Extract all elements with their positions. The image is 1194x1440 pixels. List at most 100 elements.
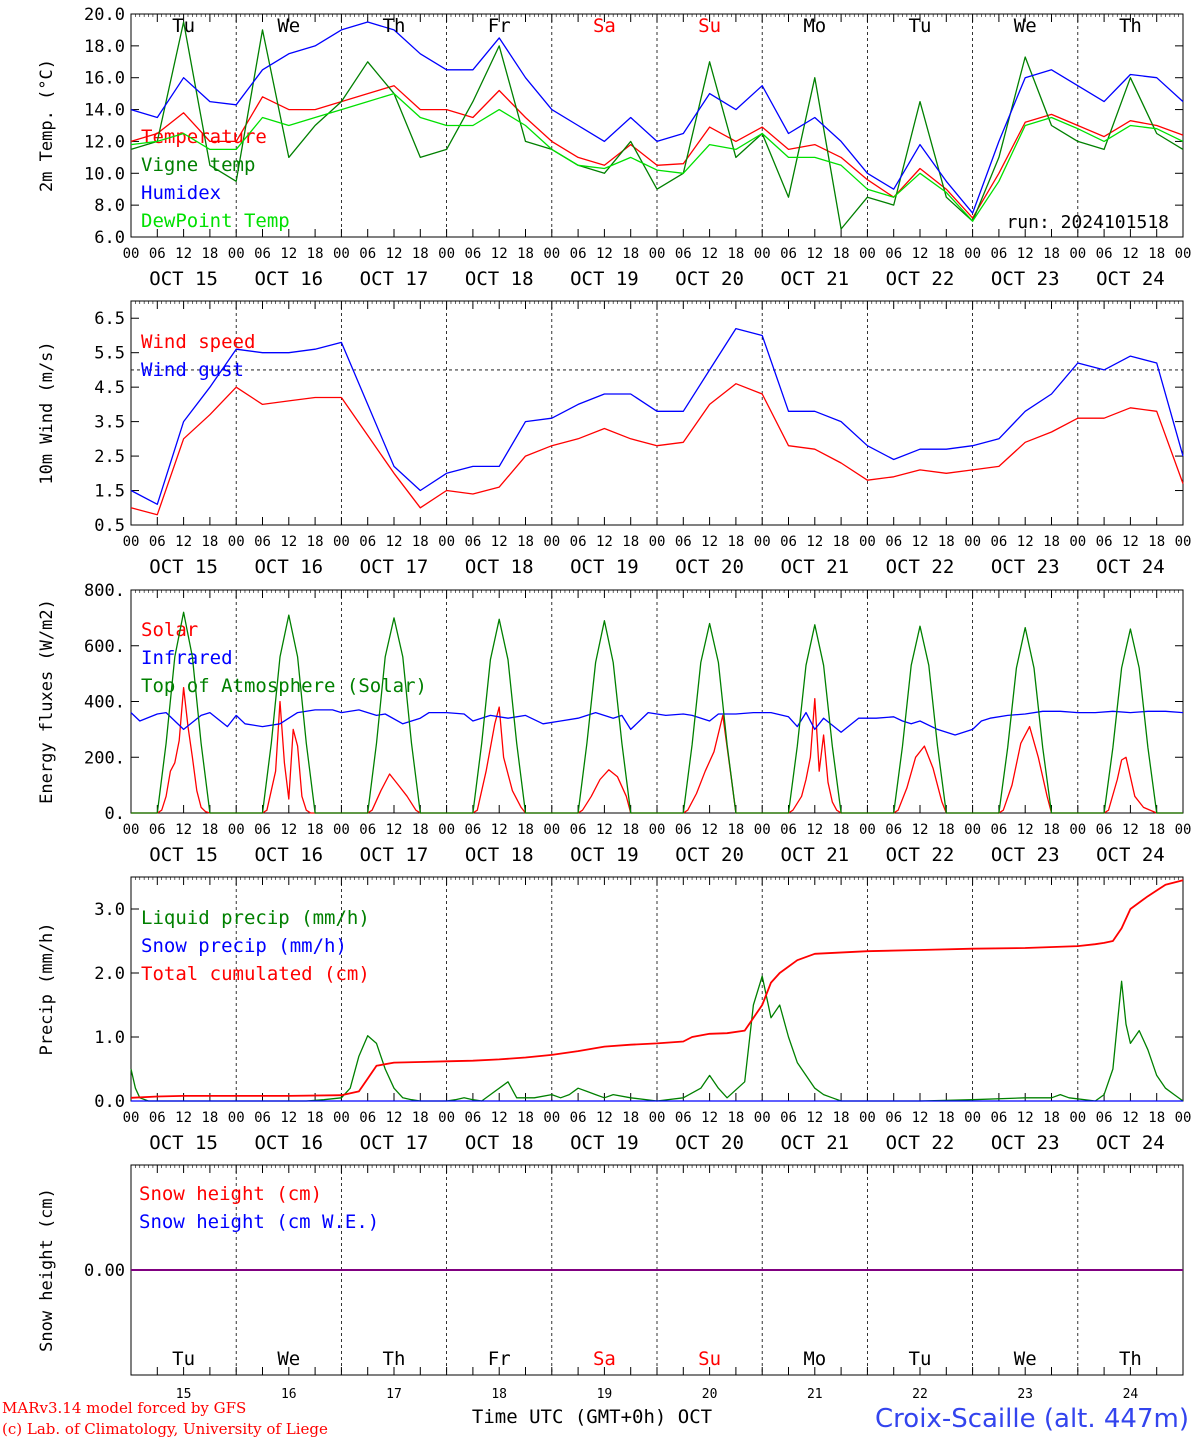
hour-tick-label: 12 bbox=[701, 534, 718, 550]
hour-tick-label: 06 bbox=[990, 1110, 1007, 1126]
hour-tick-label: 18 bbox=[1148, 822, 1165, 838]
hour-tick-label: 12 bbox=[175, 1110, 192, 1126]
hour-tick-label: 00 bbox=[649, 246, 666, 262]
hour-tick-label: 00 bbox=[333, 534, 350, 550]
day-label: OCT 18 bbox=[465, 556, 534, 578]
hour-tick-label: 12 bbox=[1122, 822, 1139, 838]
hour-tick-label: 18 bbox=[517, 1110, 534, 1126]
plot-frame bbox=[130, 589, 1184, 814]
hour-tick-label: 00 bbox=[543, 1110, 560, 1126]
meteogram-panels: 6.0 8.0 10.0 12.0 14.0 16.0 18.0 20.0 2m Temp. (… bbox=[37, 5, 1191, 1402]
hour-tick-label: 00 bbox=[1069, 246, 1086, 262]
y-tick-label: 12.0 bbox=[84, 132, 125, 152]
weekday-label: We bbox=[277, 15, 300, 37]
hour-tick-label: 12 bbox=[175, 246, 192, 262]
hour-tick-label: 12 bbox=[1017, 822, 1034, 838]
hour-tick-label: 00 bbox=[1069, 1110, 1086, 1126]
legend-entry: Snow precip (mm/h) bbox=[141, 935, 347, 957]
hour-tick-label: 06 bbox=[254, 822, 271, 838]
hour-tick-label: 00 bbox=[964, 822, 981, 838]
y-tick-label: 0. bbox=[105, 804, 125, 824]
day-number-label: 18 bbox=[491, 1387, 507, 1402]
y-tick-label: 14.0 bbox=[84, 101, 125, 121]
hour-tick-label: 00 bbox=[228, 246, 245, 262]
hour-tick-label: 12 bbox=[912, 822, 929, 838]
hour-tick-label: 00 bbox=[1175, 246, 1192, 262]
weekday-label: Tu bbox=[909, 15, 932, 37]
day-label: OCT 21 bbox=[780, 1132, 849, 1154]
hour-tick-label: 00 bbox=[964, 246, 981, 262]
hour-tick-label: 18 bbox=[727, 1110, 744, 1126]
hour-tick-label: 18 bbox=[517, 534, 534, 550]
hour-tick-label: 18 bbox=[727, 246, 744, 262]
hour-tick-label: 00 bbox=[1175, 534, 1192, 550]
weekday-label: We bbox=[1014, 1348, 1037, 1370]
day-label: OCT 17 bbox=[360, 268, 429, 290]
legend-entry: Top of Atmosphere (Solar) bbox=[141, 675, 427, 697]
hour-tick-label: 12 bbox=[280, 534, 297, 550]
day-label: OCT 19 bbox=[570, 556, 639, 578]
day-label: OCT 15 bbox=[149, 844, 218, 866]
y-tick-label: 200. bbox=[84, 748, 125, 768]
hour-tick-label: 12 bbox=[175, 822, 192, 838]
y-axis-label: 10m Wind (m/s) bbox=[37, 341, 57, 484]
hour-tick-label: 06 bbox=[885, 534, 902, 550]
hour-tick-label: 18 bbox=[833, 246, 850, 262]
hour-tick-label: 12 bbox=[1122, 246, 1139, 262]
hour-tick-label: 18 bbox=[833, 534, 850, 550]
y-tick-label: 4.5 bbox=[94, 378, 125, 398]
hour-tick-label: 06 bbox=[149, 246, 166, 262]
hour-tick-label: 12 bbox=[912, 1110, 929, 1126]
hour-tick-label: 18 bbox=[412, 534, 429, 550]
weekday-label: Fr bbox=[488, 15, 511, 37]
hour-tick-label: 18 bbox=[727, 822, 744, 838]
hour-tick-label: 06 bbox=[885, 1110, 902, 1126]
plot-frame bbox=[130, 300, 1184, 526]
day-number-label: 20 bbox=[702, 1387, 718, 1402]
series-line bbox=[130, 879, 1184, 1099]
day-number-label: 21 bbox=[807, 1387, 823, 1402]
hour-tick-label: 18 bbox=[622, 246, 639, 262]
day-label: OCT 16 bbox=[254, 268, 323, 290]
legend-entry: Snow height (cm W.E.) bbox=[139, 1211, 379, 1233]
day-label: OCT 18 bbox=[465, 844, 534, 866]
hour-tick-label: 00 bbox=[438, 534, 455, 550]
weekday-label: Th bbox=[1119, 1348, 1142, 1370]
series-line bbox=[130, 21, 1184, 214]
day-label: OCT 22 bbox=[886, 268, 955, 290]
hour-tick-label: 12 bbox=[280, 1110, 297, 1126]
hour-tick-label: 12 bbox=[596, 534, 613, 550]
hour-tick-label: 00 bbox=[754, 246, 771, 262]
y-axis-label: Snow height (cm) bbox=[37, 1188, 57, 1352]
hour-tick-label: 18 bbox=[833, 1110, 850, 1126]
hour-tick-label: 06 bbox=[149, 534, 166, 550]
series-line bbox=[130, 85, 1184, 219]
hour-tick-label: 06 bbox=[254, 1110, 271, 1126]
hour-tick-label: 00 bbox=[1069, 822, 1086, 838]
hour-tick-label: 00 bbox=[333, 822, 350, 838]
hour-tick-label: 18 bbox=[1148, 534, 1165, 550]
day-label: OCT 17 bbox=[360, 556, 429, 578]
y-axis-label: Energy fluxes (W/m2) bbox=[37, 599, 57, 804]
footer: Time UTC (GMT+0h) OCT MARv3.14 model for… bbox=[2, 1399, 1189, 1438]
hour-tick-label: 12 bbox=[1017, 1110, 1034, 1126]
series-line bbox=[131, 611, 1183, 814]
y-tick-label: 5.5 bbox=[94, 344, 125, 364]
day-label: OCT 21 bbox=[780, 268, 849, 290]
legend-entry: Vigne temp bbox=[141, 154, 255, 176]
hour-tick-label: 00 bbox=[123, 822, 140, 838]
y-tick-label: 0.0 bbox=[94, 1092, 125, 1112]
hour-tick-label: 06 bbox=[990, 246, 1007, 262]
hour-tick-label: 18 bbox=[622, 534, 639, 550]
series-line bbox=[130, 709, 1184, 736]
day-label: OCT 24 bbox=[1096, 268, 1165, 290]
hour-tick-label: 18 bbox=[412, 1110, 429, 1126]
hour-tick-label: 18 bbox=[201, 534, 218, 550]
x-axis-title: Time UTC (GMT+0h) OCT bbox=[472, 1406, 712, 1428]
hour-tick-label: 18 bbox=[517, 822, 534, 838]
hour-tick-label: 00 bbox=[123, 534, 140, 550]
hour-tick-label: 12 bbox=[280, 822, 297, 838]
hour-tick-label: 18 bbox=[412, 246, 429, 262]
hour-tick-label: 00 bbox=[228, 1110, 245, 1126]
